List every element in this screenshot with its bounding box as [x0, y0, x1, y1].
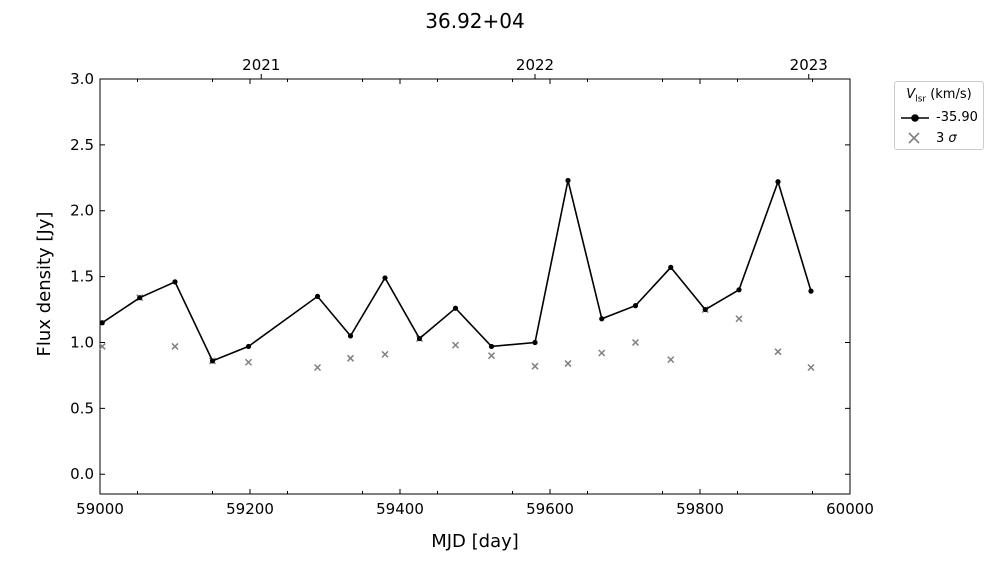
y-tick-label: 2.0 [70, 202, 94, 220]
series-point [775, 179, 781, 185]
sigma-point [313, 363, 322, 372]
sigma-point-stroke-b [807, 363, 815, 372]
sigma-point-stroke-b [487, 352, 496, 360]
x-tick-label: 59400 [376, 500, 424, 518]
series-point [736, 287, 742, 293]
series-point [137, 295, 143, 301]
sigma-point [667, 356, 675, 364]
sigma-point-stroke-b [564, 360, 572, 368]
series-point [245, 343, 252, 350]
series-point [172, 279, 178, 285]
sigma-point-stroke-b [667, 356, 675, 364]
sigma-point [381, 350, 389, 358]
sigma-point [171, 342, 179, 350]
series-point [347, 333, 354, 339]
series-point [702, 306, 708, 313]
sigma-point-stroke-b [98, 342, 106, 350]
y-tick-label: 2.5 [70, 136, 94, 154]
series-point [416, 335, 423, 342]
sigma-point-stroke-b [774, 348, 782, 356]
legend-item-3sigma: 3 σ [895, 130, 983, 148]
series-point [565, 177, 571, 184]
x-axis-label: MJD [day] [431, 531, 519, 552]
series-point [209, 358, 216, 364]
x-tick-label: 59600 [526, 500, 574, 518]
sigma-point [487, 352, 496, 360]
sigma-point [346, 354, 355, 362]
legend-x-marker-icon [908, 132, 920, 144]
y-tick-label: 0.0 [70, 465, 94, 483]
plot-frame [99, 78, 851, 495]
sigma-point-stroke-b [313, 363, 322, 372]
x-tick-label: 59000 [76, 500, 124, 518]
sigma-point [564, 360, 572, 368]
series-point [99, 320, 105, 326]
chart-title: 36.92+04 [425, 9, 524, 33]
ticks-layer: 59000 59200 59400 59600 59800 60000 0.0 0.5 1.0 1… [70, 56, 874, 518]
sigma-point-stroke-b [346, 354, 355, 362]
sigma-point-stroke-b [244, 358, 253, 366]
series-point [382, 275, 388, 281]
series-point [632, 303, 639, 309]
year-tick-label: 2021 [242, 56, 280, 74]
series-point [532, 339, 538, 346]
sigma-point [531, 362, 539, 370]
sigma-point-stroke-b [381, 350, 389, 358]
year-tick-label: 2022 [516, 56, 554, 74]
sigma-point [631, 338, 640, 347]
legend-series-label: -35.90 [936, 110, 978, 125]
sigma-point [807, 363, 815, 372]
legend-3sigma-label: 3 σ [936, 131, 957, 146]
series-point [488, 343, 495, 350]
sigma-point-stroke-b [598, 349, 606, 357]
year-tick-label: 2023 [790, 56, 828, 74]
sigma-point [598, 349, 606, 357]
sigma-point [774, 348, 782, 356]
series-point [808, 288, 814, 294]
x-tick-label: 59800 [676, 500, 724, 518]
y-axis-label: Flux density [Jy] [34, 212, 55, 357]
sigma-point [98, 342, 106, 350]
series-point [314, 293, 321, 299]
legend-item-series: -35.90 [895, 109, 983, 127]
sigma-point [451, 341, 460, 349]
sigma-point-stroke-b [171, 342, 179, 350]
sigma-point-stroke-b [451, 341, 460, 349]
legend: Vlsr (km/s) -35.90 3 σ [894, 81, 984, 150]
sigma-point [244, 358, 253, 366]
series-layer [98, 177, 815, 372]
series-point [452, 305, 459, 311]
sigma-point-stroke-b [735, 315, 743, 323]
y-tick-label: 0.5 [70, 399, 94, 417]
series-point [668, 264, 674, 270]
series-line [101, 179, 812, 362]
series-point [599, 316, 605, 322]
x-tick-label: 59200 [226, 500, 274, 518]
legend-title: Vlsr (km/s) [906, 87, 972, 105]
sigma-point [735, 315, 743, 323]
sigma-point-stroke-b [531, 362, 539, 370]
y-tick-label: 1.0 [70, 333, 94, 351]
sigma-point-stroke-b [631, 338, 640, 347]
y-tick-label: 1.5 [70, 268, 94, 286]
x-tick-label: 60000 [826, 500, 874, 518]
y-tick-label: 3.0 [70, 70, 94, 88]
legend-line-marker-icon [901, 114, 929, 122]
